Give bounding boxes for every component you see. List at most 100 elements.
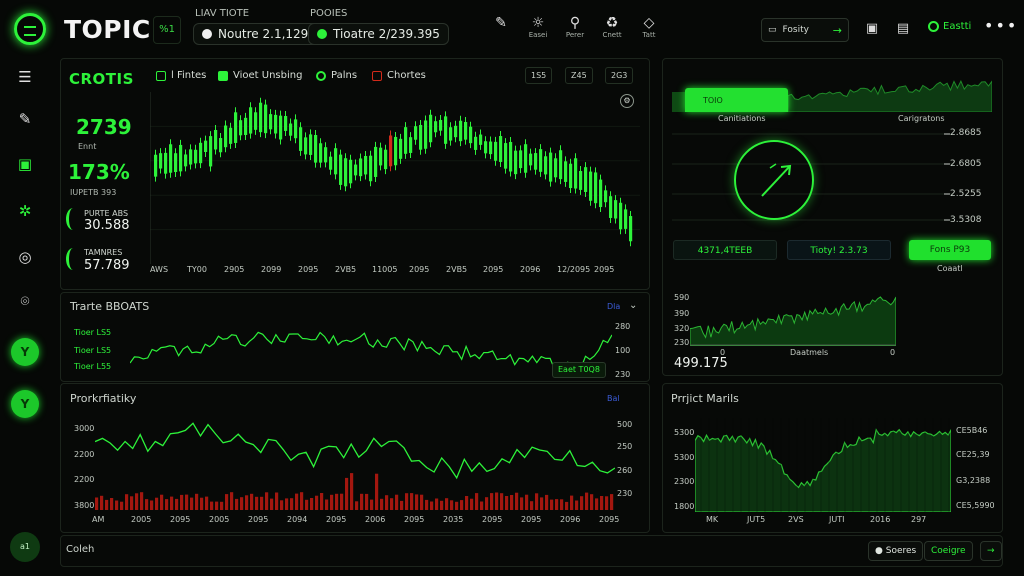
- profit-bar: [160, 494, 164, 510]
- compass-icon[interactable]: ◎: [18, 248, 32, 266]
- candle-body: [154, 154, 158, 177]
- profit-bar: [295, 493, 299, 510]
- candle-body: [259, 102, 263, 133]
- candle-body: [184, 154, 188, 167]
- profit-bar: [215, 501, 219, 510]
- profit-bar: [235, 498, 239, 510]
- legend-item-palns[interactable]: Palns: [316, 70, 357, 81]
- candlestick-chart[interactable]: [150, 92, 640, 264]
- profit-bar: [535, 493, 539, 510]
- overview-button-3[interactable]: Fons P93: [909, 240, 991, 260]
- timeframe-button-1[interactable]: 1S5: [525, 67, 553, 84]
- legend-item-fintes[interactable]: l Fintes: [156, 70, 206, 81]
- status-label: Eastti: [943, 21, 972, 32]
- tool-pen[interactable]: ✎: [488, 15, 514, 39]
- status-indicator[interactable]: Eastti: [928, 21, 971, 32]
- profit-x-label: 2095: [482, 515, 503, 524]
- pen-icon[interactable]: ✎: [18, 110, 32, 128]
- next-button[interactable]: →: [980, 541, 1002, 561]
- clipboard-icon[interactable]: ▤: [896, 21, 910, 36]
- profit-bar: [390, 498, 394, 510]
- gear-icon[interactable]: ✲: [18, 202, 32, 220]
- avatar[interactable]: a1: [10, 532, 40, 562]
- candle-body: [204, 140, 208, 153]
- candle-body: [159, 153, 163, 169]
- overview-button-1[interactable]: 4371,4TEEB: [673, 240, 777, 260]
- profit-bar: [365, 493, 369, 510]
- stat-value-4: 57.789: [84, 258, 130, 273]
- timeframe-button-3[interactable]: 2G3: [605, 67, 634, 84]
- candle-body: [594, 172, 598, 204]
- search-field[interactable]: ▭ Fosity →: [761, 18, 849, 42]
- ticker-secondary-pill[interactable]: Tioatre 2/239.395: [308, 23, 449, 45]
- settings-icon[interactable]: ⚙: [620, 94, 634, 108]
- mid-area-chart: [690, 296, 896, 346]
- ticker-dot-icon: [317, 29, 327, 39]
- candle-body: [354, 164, 358, 176]
- candle-body: [499, 136, 503, 162]
- location-icon[interactable]: ⌾: [20, 292, 30, 310]
- profit-x-label: 2006: [365, 515, 386, 524]
- legend-item-chortes[interactable]: Chortes: [372, 70, 426, 81]
- profit-bar: [385, 495, 389, 510]
- candle-body: [299, 127, 303, 151]
- overview-y-label-4: 3.5308: [950, 215, 982, 225]
- main-x-label: TY00: [187, 265, 207, 274]
- profit-bar: [200, 497, 204, 510]
- profit-dropdown[interactable]: Bal: [607, 394, 620, 403]
- chevron-down-icon[interactable]: ⌄: [629, 300, 638, 311]
- folder-icon[interactable]: ▣: [17, 155, 33, 173]
- tool-tatt[interactable]: ◇ Tatt: [636, 15, 662, 39]
- candle-body: [214, 129, 218, 150]
- trade-panel-title: Trarte BBOATS: [70, 300, 150, 313]
- calendar-icon[interactable]: %1: [153, 16, 181, 44]
- profit-bar: [570, 495, 574, 510]
- candle-body: [309, 134, 313, 155]
- project-area: [695, 428, 951, 512]
- profit-bar: [525, 494, 529, 510]
- candle-body: [284, 116, 288, 131]
- profit-bar: [540, 497, 544, 510]
- profit-bar: [500, 493, 504, 510]
- tool-perer[interactable]: ⚲ Perer: [562, 15, 588, 39]
- candle-body: [489, 141, 493, 155]
- candle-body: [589, 171, 593, 201]
- tool-cnett[interactable]: ♻ Cnett: [599, 15, 625, 39]
- project-left-label-1: 5300: [674, 428, 695, 437]
- timeframe-button-2[interactable]: Z45: [565, 67, 593, 84]
- sidebar-action-1[interactable]: Y: [11, 338, 39, 366]
- trade-dropdown[interactable]: Dla: [607, 302, 621, 311]
- sources-button[interactable]: ● Soeres: [868, 541, 924, 561]
- logo-icon[interactable]: [14, 13, 46, 45]
- profit-bar: [420, 494, 424, 510]
- profit-bar: [410, 493, 414, 510]
- overview-y-label-3: 2.5255: [950, 189, 982, 199]
- tool-tatt-label: Tatt: [642, 31, 656, 39]
- stat-label-4: TAMNRES: [84, 248, 123, 257]
- configure-button[interactable]: Coeigre: [924, 541, 973, 561]
- legend-item-unsbing[interactable]: Vioet Unsbing: [218, 70, 302, 81]
- profit-bar: [575, 500, 579, 510]
- calendar-icon[interactable]: ▣: [865, 21, 879, 36]
- candle-body: [394, 136, 398, 166]
- gauge-dial[interactable]: [734, 140, 814, 220]
- overview-tab[interactable]: TOIO: [685, 88, 788, 112]
- candle-body: [464, 121, 468, 140]
- profit-bar: [560, 499, 564, 510]
- profit-bar: [545, 494, 549, 510]
- profit-bar: [450, 500, 454, 510]
- main-x-label: 2VB5: [446, 265, 468, 274]
- menu-icon[interactable]: ☰: [18, 68, 32, 86]
- candle-body: [574, 158, 578, 189]
- profit-bar: [145, 499, 149, 510]
- ticker-primary-pill[interactable]: Noutre 2.1,1298: [193, 23, 325, 45]
- trade-panel: [60, 292, 650, 382]
- profit-bar: [140, 492, 144, 510]
- profit-right-label-3: 260: [617, 466, 633, 475]
- tool-easei[interactable]: ☼ Easei: [525, 15, 551, 39]
- profit-x-label: 2095: [404, 515, 425, 524]
- candle-body: [504, 143, 508, 169]
- overview-button-2[interactable]: Tioty! 2.3.73: [787, 240, 891, 260]
- sidebar-action-2[interactable]: Y: [11, 390, 39, 418]
- more-icon[interactable]: •••: [984, 16, 1019, 35]
